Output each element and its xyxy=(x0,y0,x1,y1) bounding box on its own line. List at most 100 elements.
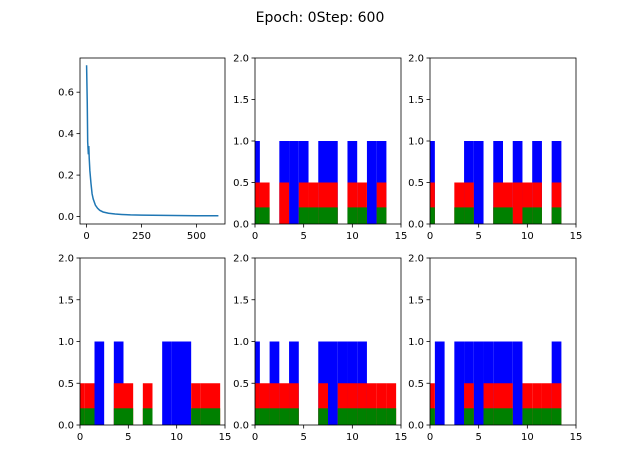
bar-s3-x2 xyxy=(269,408,280,425)
bar-s3-x13 xyxy=(551,408,562,425)
bar-s3-x0 xyxy=(255,207,260,224)
bar-s2-x6 xyxy=(483,383,494,425)
bar-s3-x14 xyxy=(386,408,397,425)
x-tick-label: 15 xyxy=(570,432,583,443)
bars xyxy=(430,341,562,425)
bar-s2-x11 xyxy=(532,383,542,425)
bar-s2-x11 xyxy=(357,383,367,425)
bar-s3-x4 xyxy=(464,408,474,425)
bar-s3-x0 xyxy=(80,408,85,425)
bar-s1-x5 xyxy=(473,341,484,425)
bar-s3-x7 xyxy=(142,408,153,425)
bar-s1-x8 xyxy=(328,341,338,425)
y-tick-label: 1.5 xyxy=(58,295,74,306)
bar-s2-x5 xyxy=(123,383,134,425)
bar-s3-x11 xyxy=(357,207,367,224)
bar-s1-x3 xyxy=(454,341,465,425)
bar-s2-x13 xyxy=(200,383,211,425)
bar-s3-x1 xyxy=(84,408,95,425)
y-tick-label: 2.0 xyxy=(408,54,424,65)
bar-s3-x14 xyxy=(210,408,221,425)
y-tick-label: 0.5 xyxy=(408,178,424,189)
bar-s3-x4 xyxy=(289,408,299,425)
bar-s2-x0 xyxy=(80,383,85,425)
x-tick-label: 10 xyxy=(521,231,534,242)
bar-s2-x10 xyxy=(522,383,533,425)
bar-s3-x4 xyxy=(113,408,124,425)
bar-s3-x5 xyxy=(123,408,134,425)
bar-s2-x0 xyxy=(255,383,260,425)
bar-s1-x9 xyxy=(512,341,523,425)
x-tick-label: 10 xyxy=(170,432,183,443)
bar-s2-x7 xyxy=(142,383,153,425)
y-tick-label: 0.0 xyxy=(58,421,74,432)
y-tick-label: 0.0 xyxy=(408,421,424,432)
x-tick-label: 15 xyxy=(219,432,232,443)
bar-s3-x9 xyxy=(337,408,348,425)
y-tick-label: 1.0 xyxy=(408,337,424,348)
bar-s1-x9 xyxy=(162,341,172,425)
y-tick-label: 0.5 xyxy=(408,379,424,390)
bar-s2-x9 xyxy=(337,383,348,425)
x-tick-label: 5 xyxy=(125,432,131,443)
bar-s2-x4 xyxy=(464,182,474,224)
bar-s2-x3 xyxy=(454,182,465,224)
y-tick-label: 0.2 xyxy=(58,171,74,182)
bar-s3-x6 xyxy=(308,207,319,224)
y-tick-label: 1.0 xyxy=(58,337,74,348)
x-tick-label: 10 xyxy=(521,432,534,443)
bar-s2-x1 xyxy=(259,182,270,224)
y-tick-label: 0.6 xyxy=(58,88,74,99)
bar-s2-x9 xyxy=(512,182,523,224)
bar-s2-x4 xyxy=(113,383,124,425)
bar-s3-x7 xyxy=(493,408,503,425)
bar-s3-x13 xyxy=(200,408,211,425)
subplot-6: 0 5 10 15 0.0 0.5 1.0 1.5 2.0 xyxy=(408,254,582,444)
bar-s2-x8 xyxy=(328,182,338,224)
y-tick-label: 0.0 xyxy=(233,220,249,231)
bar-s3-x0 xyxy=(255,408,260,425)
bar-s3-x7 xyxy=(318,207,328,224)
bars xyxy=(80,341,221,425)
bar-s2-x13 xyxy=(376,182,387,224)
bar-s3-x0 xyxy=(430,207,435,224)
bar-s2-x7 xyxy=(493,383,503,425)
bar-s3-x8 xyxy=(328,207,338,224)
x-tick-label: 15 xyxy=(570,231,583,242)
bar-s3-x11 xyxy=(532,207,542,224)
bar-s2-x13 xyxy=(376,383,387,425)
bar-s3-x12 xyxy=(541,408,552,425)
bar-s3-x11 xyxy=(357,408,367,425)
x-tick-label: 5 xyxy=(300,432,306,443)
y-tick-label: 1.5 xyxy=(408,95,424,106)
bar-s2-x7 xyxy=(493,182,503,224)
bar-s2-x0 xyxy=(430,383,435,425)
y-tick-label: 0.0 xyxy=(58,212,74,223)
x-tick-label: 15 xyxy=(395,432,408,443)
x-tick-label: 250 xyxy=(132,231,151,242)
y-tick-label: 2.0 xyxy=(408,254,424,265)
bar-s2-x0 xyxy=(430,182,435,224)
bar-s2-x7 xyxy=(318,383,328,425)
y-tick-label: 0.0 xyxy=(408,220,424,231)
bar-s2-x12 xyxy=(191,383,201,425)
bar-s2-x7 xyxy=(318,182,328,224)
bars xyxy=(255,141,387,224)
y-tick-label: 1.0 xyxy=(233,337,249,348)
x-tick-label: 0 xyxy=(77,432,83,443)
bar-s1-x12 xyxy=(366,141,377,224)
y-tick-label: 2.0 xyxy=(233,54,249,65)
bar-s3-x11 xyxy=(532,408,542,425)
bar-s3-x0 xyxy=(430,408,435,425)
subplot-1: 0 250 500 0.0 0.2 0.4 0.6 xyxy=(58,57,226,242)
x-tick-label: 0 xyxy=(252,231,258,242)
bar-s3-x3 xyxy=(279,408,290,425)
bar-s2-x13 xyxy=(551,182,562,224)
y-tick-label: 0.5 xyxy=(233,178,249,189)
bar-s2-x1 xyxy=(84,383,95,425)
bar-s3-x10 xyxy=(347,207,358,224)
x-tick-label: 10 xyxy=(346,432,359,443)
bar-s3-x3 xyxy=(454,207,465,224)
y-tick-label: 1.5 xyxy=(233,95,249,106)
